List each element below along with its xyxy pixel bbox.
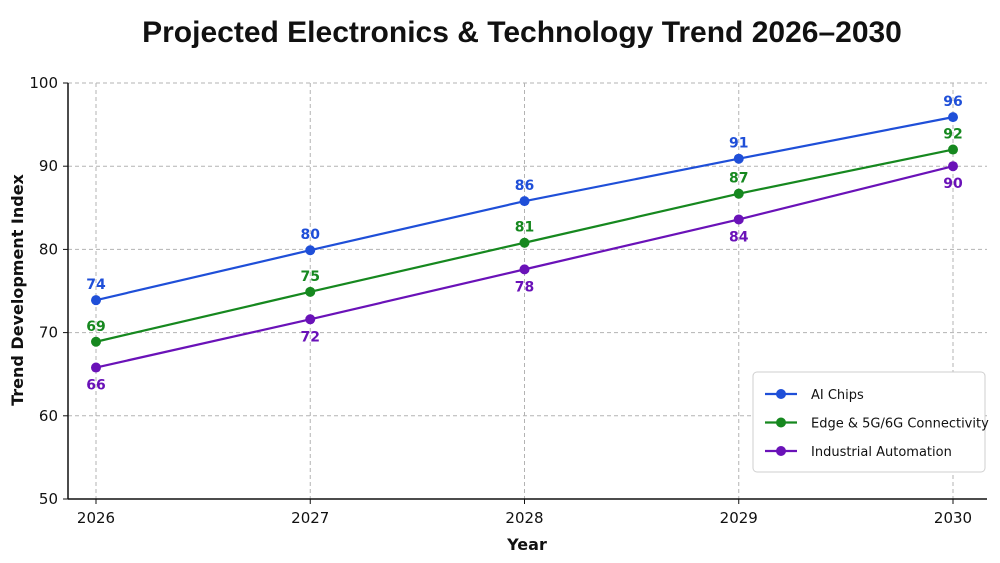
legend-label: Industrial Automation	[811, 445, 952, 460]
data-label: 90	[943, 176, 963, 192]
legend-box	[752, 371, 986, 473]
data-label: 78	[515, 279, 534, 295]
data-label: 74	[86, 277, 106, 293]
x-tick-label: 2027	[291, 509, 329, 527]
series-1: 69 75 81 87 92	[86, 127, 963, 347]
y-tick-label: 60	[39, 407, 58, 425]
y-tick-label: 70	[39, 324, 58, 342]
data-label: 69	[86, 319, 105, 335]
data-point	[305, 314, 316, 325]
legend-marker	[776, 417, 786, 428]
series-0: 74 80 86 91 96	[86, 94, 963, 306]
data-point	[91, 295, 101, 306]
data-label: 81	[515, 220, 534, 236]
data-label: 66	[86, 378, 105, 394]
data-label: 84	[729, 229, 749, 245]
x-tick-label: 2030	[934, 509, 972, 527]
data-label: 91	[729, 136, 748, 152]
data-label: 86	[515, 178, 534, 194]
data-point	[91, 336, 101, 347]
data-point	[948, 112, 958, 123]
data-label: 80	[301, 227, 321, 243]
data-label: 87	[729, 171, 748, 187]
y-tick-label: 50	[39, 490, 58, 508]
data-label: 72	[301, 329, 320, 345]
legend: AI Chips Edge & 5G/6G Connectivity Industr…	[752, 371, 989, 473]
data-point	[305, 245, 316, 256]
legend-item: AI Chips	[765, 388, 864, 403]
data-point	[519, 196, 530, 207]
x-tick-label: 2029	[720, 509, 758, 527]
y-tick-label: 90	[39, 157, 58, 175]
series-layer: 74 80 86 91 96 69 75 81 87 92 66 72 78 84 90	[86, 94, 963, 393]
data-point	[948, 144, 958, 155]
data-point	[91, 362, 101, 373]
legend-marker	[776, 389, 786, 399]
y-tick-label: 80	[39, 240, 58, 258]
legend-label: AI Chips	[811, 388, 864, 403]
legend-marker	[776, 446, 786, 456]
chart-title: Projected Electronics & Technology Trend…	[142, 16, 902, 49]
x-tick-label: 2028	[505, 509, 543, 527]
data-point	[733, 188, 744, 199]
axes: 50 60 70 80 90 100 2026 2027 2028 2029 2030	[29, 74, 987, 527]
series-2: 66 72 78 84 90	[86, 161, 963, 394]
x-tick-label: 2026	[77, 509, 115, 527]
legend-item: Edge & 5G/6G Connectivity	[765, 417, 989, 432]
data-point	[948, 161, 958, 172]
y-axis-label: Trend Development Index	[8, 173, 27, 405]
data-point	[733, 214, 744, 225]
legend-item: Industrial Automation	[765, 445, 952, 460]
y-tick-label: 100	[29, 74, 58, 92]
data-label: 96	[943, 94, 962, 110]
data-point	[519, 264, 530, 275]
x-axis-label: Year	[506, 535, 547, 554]
data-label: 92	[943, 127, 962, 143]
legend-label: Edge & 5G/6G Connectivity	[811, 417, 989, 432]
data-point	[519, 237, 530, 248]
data-point	[733, 153, 744, 164]
data-point	[305, 286, 316, 297]
data-label: 75	[301, 269, 320, 285]
